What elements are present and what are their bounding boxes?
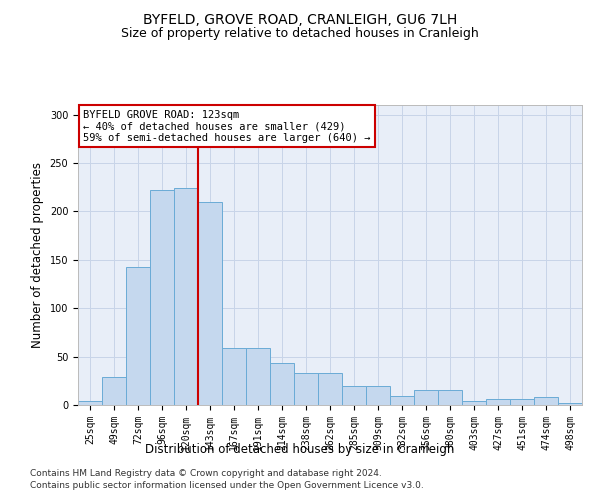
- Bar: [438, 390, 462, 405]
- Bar: [150, 190, 174, 405]
- Text: Distribution of detached houses by size in Cranleigh: Distribution of detached houses by size …: [145, 442, 455, 456]
- Bar: [270, 364, 294, 405]
- Text: Contains public sector information licensed under the Open Government Licence v3: Contains public sector information licen…: [30, 481, 424, 490]
- Bar: [462, 401, 486, 405]
- Bar: [126, 266, 150, 405]
- Bar: [534, 398, 558, 405]
- Bar: [510, 399, 534, 405]
- Bar: [390, 396, 414, 405]
- Bar: [486, 399, 510, 405]
- Bar: [246, 348, 270, 405]
- Bar: [198, 202, 222, 405]
- Bar: [294, 373, 318, 405]
- Bar: [414, 390, 438, 405]
- Text: Contains HM Land Registry data © Crown copyright and database right 2024.: Contains HM Land Registry data © Crown c…: [30, 468, 382, 477]
- Bar: [78, 401, 102, 405]
- Bar: [318, 373, 342, 405]
- Bar: [558, 403, 582, 405]
- Text: Size of property relative to detached houses in Cranleigh: Size of property relative to detached ho…: [121, 28, 479, 40]
- Text: BYFELD, GROVE ROAD, CRANLEIGH, GU6 7LH: BYFELD, GROVE ROAD, CRANLEIGH, GU6 7LH: [143, 12, 457, 26]
- Bar: [102, 377, 126, 405]
- Text: BYFELD GROVE ROAD: 123sqm
← 40% of detached houses are smaller (429)
59% of semi: BYFELD GROVE ROAD: 123sqm ← 40% of detac…: [83, 110, 371, 142]
- Y-axis label: Number of detached properties: Number of detached properties: [31, 162, 44, 348]
- Bar: [366, 386, 390, 405]
- Bar: [222, 348, 246, 405]
- Bar: [174, 188, 198, 405]
- Bar: [342, 386, 366, 405]
